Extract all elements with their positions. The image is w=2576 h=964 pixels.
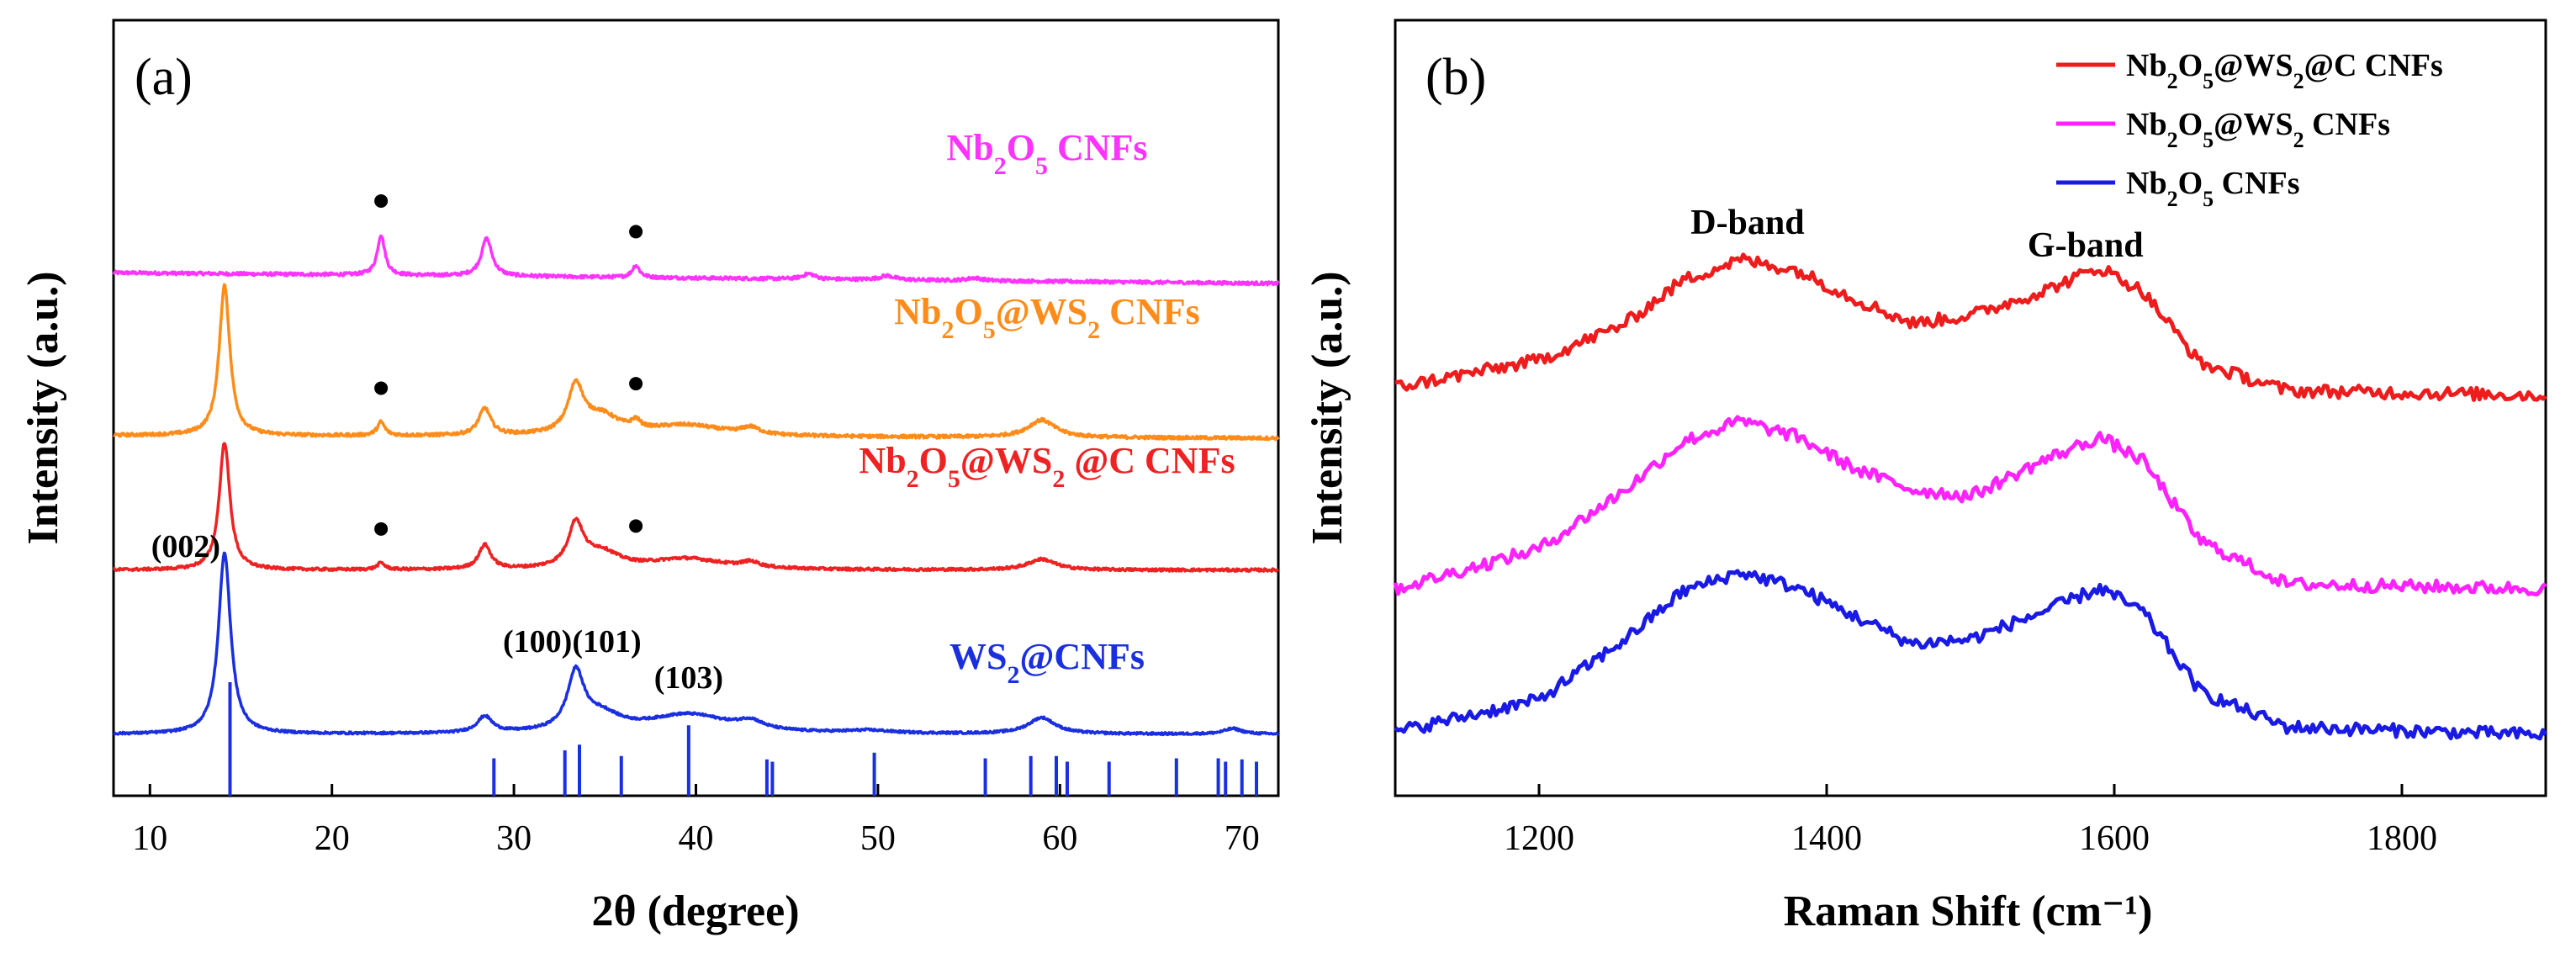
panel-a-tick-label: 30: [496, 819, 532, 858]
panel-a-series-line: [113, 551, 1280, 737]
panel-a-series-label: Nb2O5@WS2 CNFs: [894, 291, 1199, 344]
panel-b-tick-label: 1800: [2367, 819, 2437, 858]
panel-a-series-line: [112, 442, 1279, 573]
peak-marker-dot: [629, 519, 643, 533]
legend-label: Nb2O5@WS2@C CNFs: [2126, 48, 2443, 93]
panel-a-tick-label: 70: [1225, 819, 1260, 858]
panel-a-tick-label: 20: [315, 819, 350, 858]
panel-b-y-axis-title: Intensity (a.u.): [1304, 271, 1351, 544]
panel-b-annotation: D-band: [1690, 204, 1804, 242]
peak-marker-dot: [629, 225, 643, 239]
panel-a-series-labels: Nb2O5 CNFs Nb2O5@WS2 CNFs Nb2O5@WS2 @C CNF…: [859, 127, 1235, 689]
panel-a-x-axis-title: 2θ (degree): [591, 887, 799, 935]
panel-a-reference-lines: [228, 682, 1259, 796]
panel-a-x-ticks: 10 20 30 40 50 60 70: [132, 784, 1260, 858]
legend-label: Nb2O5 CNFs: [2126, 166, 2300, 211]
panel-b-annotations: D-band G-band: [1690, 204, 2143, 265]
panel-b-tick-label: 1600: [2079, 819, 2150, 858]
panel-a-tick-label: 60: [1042, 819, 1077, 858]
panel-b-annotation: G-band: [2028, 226, 2144, 265]
panel-a-label: (a): [135, 49, 193, 106]
panel-a-y-axis-title: Intensity (a.u.): [19, 271, 67, 544]
panel-a-series-label: WS2@CNFs: [949, 636, 1145, 689]
legend-label: Nb2O5@WS2 CNFs: [2126, 107, 2390, 152]
panel-b-legend: Nb2O5@WS2@C CNFs Nb2O5@WS2 CNFs Nb2O5 CNFs: [2056, 48, 2443, 211]
panel-b-series-line: [1393, 415, 2547, 596]
panel-a-series-line: [113, 283, 1280, 442]
panel-a-peak-markers: [374, 193, 643, 536]
panel-b-series-line: [1394, 252, 2547, 402]
panel-b-series-line: [1394, 569, 2548, 741]
panel-b-raman-chart: (b) Raman Shift (cm⁻¹) Intensity (a.u.) …: [1304, 19, 2548, 935]
panel-a-series: [112, 234, 1280, 737]
panel-b-x-axis-title: Raman Shift (cm⁻¹): [1784, 887, 2153, 935]
panel-a-annotation: (103): [654, 660, 723, 696]
panel-a-series-label: Nb2O5@WS2 @C CNFs: [859, 440, 1235, 493]
panel-b-x-ticks: 1200 1400 1600 1800: [1504, 784, 2437, 858]
panel-a-annotation: (002): [151, 529, 220, 564]
peak-marker-dot: [374, 193, 389, 208]
panel-a-annotations: (002) (100)(101) (103): [151, 529, 723, 696]
panel-b-tick-label: 1200: [1504, 819, 1574, 858]
panel-a-tick-label: 50: [860, 819, 896, 858]
peak-marker-dot: [374, 522, 389, 536]
panel-b-frame: [1394, 19, 2547, 797]
panel-a-series-label: Nb2O5 CNFs: [946, 127, 1147, 180]
panel-a-series-line: [112, 234, 1280, 287]
panel-a-xrd-chart: (a) 2θ (degree) Intensity (a.u.) 10 20 30 4…: [19, 19, 1280, 935]
peak-marker-dot: [629, 377, 643, 391]
panel-b-label: (b): [1426, 49, 1486, 106]
panel-b-series: [1393, 252, 2548, 741]
peak-marker-dot: [374, 381, 389, 395]
panel-a-tick-label: 40: [679, 819, 714, 858]
panel-b-tick-label: 1400: [1791, 819, 1862, 858]
panel-a-annotation: (100)(101): [503, 624, 642, 659]
panel-a-tick-label: 10: [132, 819, 167, 858]
